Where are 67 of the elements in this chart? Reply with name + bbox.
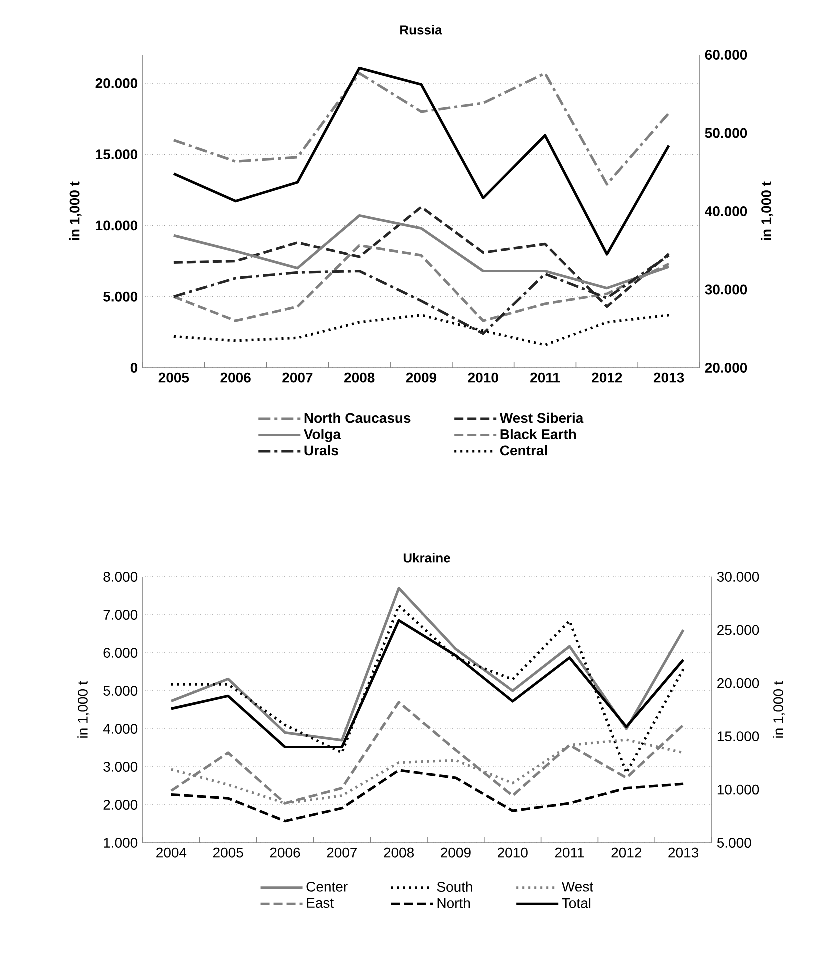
legend-label: Urals bbox=[304, 445, 338, 456]
legend-label: West Siberia bbox=[500, 412, 584, 424]
x-tick-label: 2009 bbox=[441, 848, 471, 858]
y-axis-title: in 1,000 t bbox=[69, 182, 82, 240]
x-tick-label: 2012 bbox=[612, 848, 642, 858]
y2-tick-label: 20.000 bbox=[705, 363, 748, 373]
y-tick-label: 2.000 bbox=[104, 800, 138, 810]
x-tick-label: 2013 bbox=[668, 848, 698, 858]
y2-tick-label: 30.000 bbox=[705, 284, 748, 295]
x-tick-label: 2013 bbox=[654, 372, 684, 383]
y-tick-label: 1.000 bbox=[104, 838, 138, 848]
legend-label: East bbox=[307, 898, 334, 908]
legend-label: Central bbox=[500, 445, 548, 456]
line-series bbox=[170, 604, 685, 774]
y-tick-label: 5.000 bbox=[104, 686, 138, 696]
y2-tick-label: 20.000 bbox=[718, 678, 760, 688]
y2-tick-label: 10.000 bbox=[718, 784, 760, 795]
y2-tick-label: 5.000 bbox=[717, 838, 752, 848]
y-tick-label: 6.000 bbox=[104, 648, 138, 658]
y-axis-title: in 1,000 t bbox=[78, 681, 90, 738]
x-tick-label: 2006 bbox=[270, 848, 300, 858]
y2-axis-title: in 1,000 t bbox=[773, 681, 786, 738]
x-tick-label: 2008 bbox=[384, 848, 414, 858]
chart-title: Russia bbox=[400, 25, 442, 35]
y2-tick-label: 60.000 bbox=[705, 50, 748, 60]
y-tick-label: 5.000 bbox=[104, 292, 138, 302]
x-tick-label: 2004 bbox=[156, 848, 187, 858]
y-tick-label: 20.000 bbox=[96, 78, 138, 88]
x-tick-label: 2011 bbox=[555, 848, 584, 858]
x-tick-label: 2006 bbox=[220, 372, 251, 383]
legend-label: Black Earth bbox=[500, 429, 576, 440]
legend-label: Total bbox=[562, 898, 591, 908]
x-tick-label: 2007 bbox=[327, 848, 358, 858]
y-tick-label: 0 bbox=[130, 363, 138, 373]
x-tick-label: 2005 bbox=[158, 372, 190, 383]
y2-tick-label: 25.000 bbox=[718, 625, 760, 636]
y-tick-label: 15.000 bbox=[96, 150, 138, 160]
x-tick-label: 2010 bbox=[468, 372, 498, 383]
line-series bbox=[170, 769, 685, 823]
legend-label: South bbox=[437, 882, 472, 892]
line-series bbox=[170, 701, 685, 805]
y2-tick-label: 30.000 bbox=[717, 572, 760, 582]
y-tick-label: 8.000 bbox=[104, 572, 138, 582]
x-tick-label: 2012 bbox=[592, 372, 622, 383]
y2-axis-title: in 1,000 t bbox=[761, 182, 774, 240]
y2-tick-label: 40.000 bbox=[705, 206, 748, 216]
legend-label: West bbox=[562, 882, 594, 892]
y-tick-label: 10.000 bbox=[96, 220, 138, 231]
x-tick-label: 2010 bbox=[498, 848, 528, 858]
legend-label: North Caucasus bbox=[304, 412, 411, 424]
x-tick-label: 2011 bbox=[530, 372, 560, 383]
y-tick-label: 3.000 bbox=[104, 762, 138, 772]
y-tick-label: 7.000 bbox=[104, 610, 138, 620]
legend-label: North bbox=[438, 898, 470, 908]
line-series bbox=[172, 67, 670, 256]
x-tick-label: 2009 bbox=[406, 372, 437, 383]
line-series bbox=[172, 314, 670, 347]
x-tick-label: 2008 bbox=[344, 372, 375, 383]
y2-tick-label: 50.000 bbox=[705, 128, 748, 138]
line-series bbox=[170, 587, 685, 742]
x-tick-label: 2007 bbox=[282, 372, 313, 383]
y-tick-label: 4.000 bbox=[103, 724, 138, 734]
y2-tick-label: 15.000 bbox=[718, 732, 760, 742]
chart-title: Ukraine bbox=[404, 553, 450, 563]
legend-label: Center bbox=[306, 882, 348, 892]
x-tick-label: 2005 bbox=[213, 848, 244, 858]
legend-label: Volga bbox=[304, 429, 342, 442]
